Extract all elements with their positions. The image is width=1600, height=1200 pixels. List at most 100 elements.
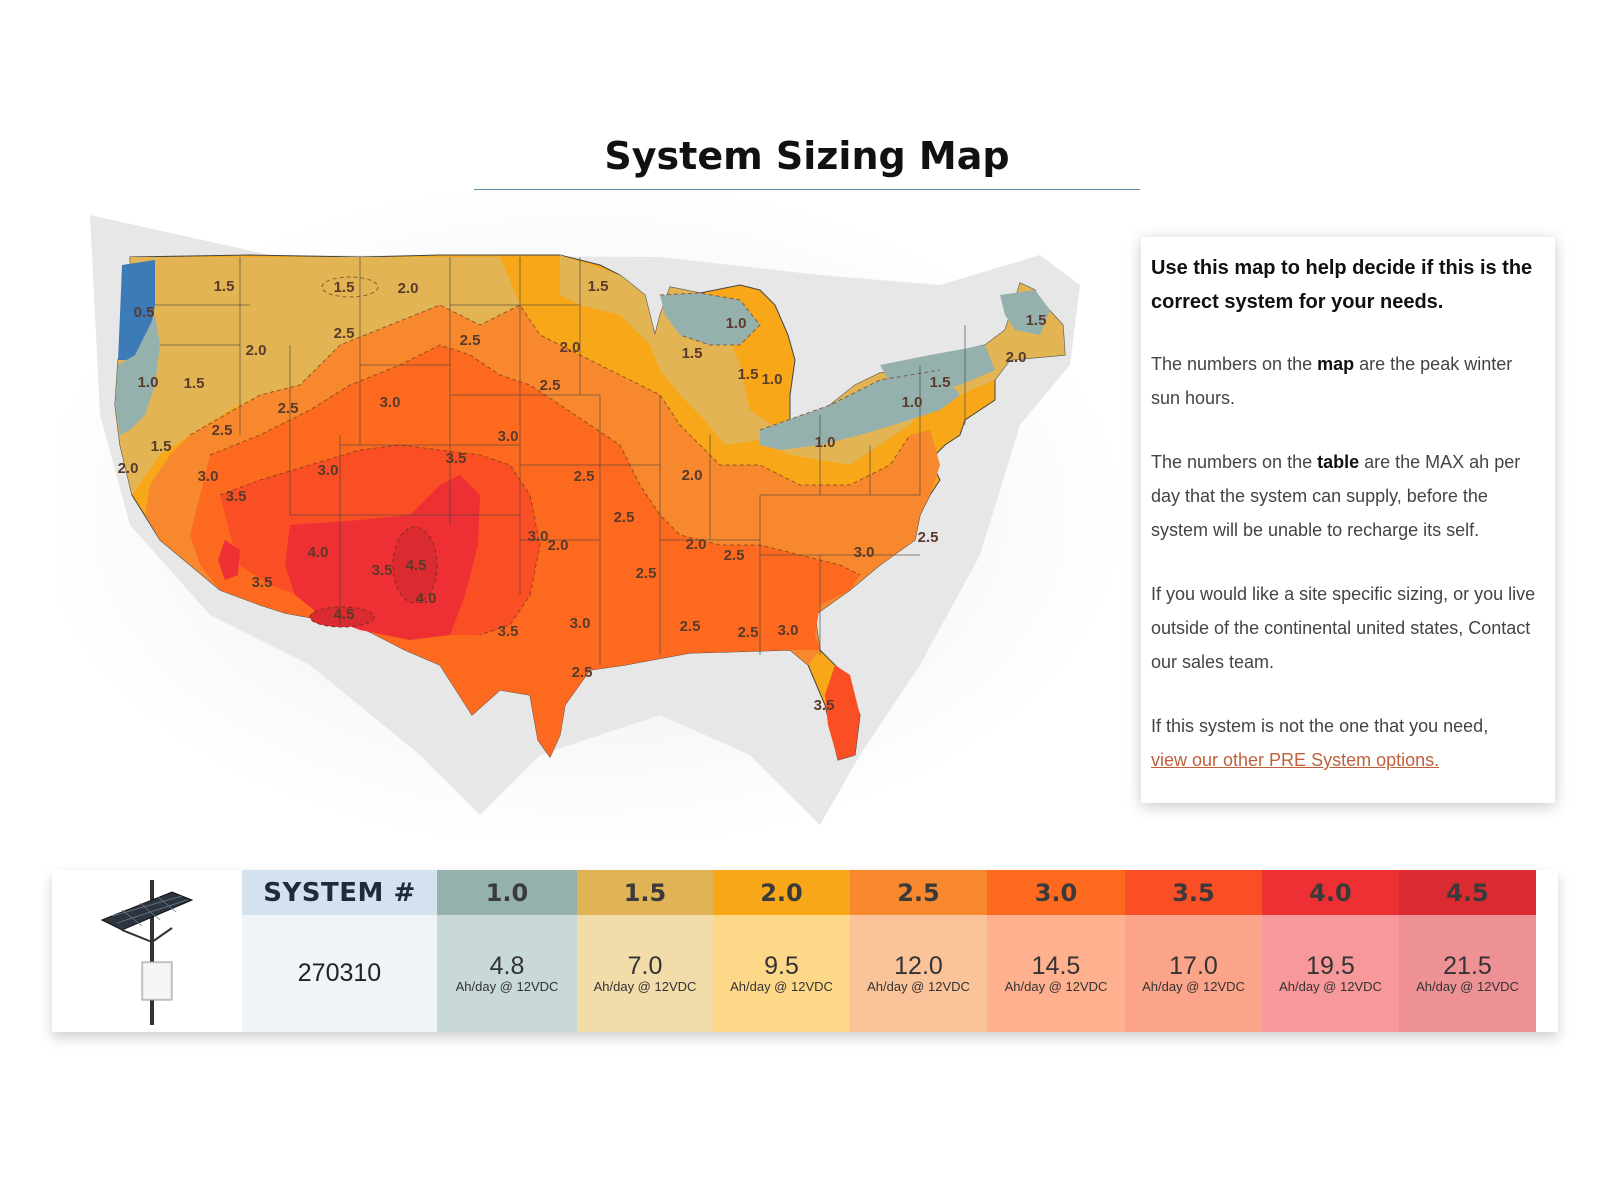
ah-value: 14.5 xyxy=(1031,951,1081,980)
map-sun-hours-label: 2.5 xyxy=(334,325,355,342)
map-sun-hours-label: 3.0 xyxy=(198,468,219,485)
zone-1.0-ny xyxy=(880,345,995,400)
info-heading: Use this map to help decide if this is t… xyxy=(1151,257,1533,313)
ah-unit: Ah/day @ 12VDC xyxy=(730,978,833,994)
ah-value: 4.8 xyxy=(489,951,525,980)
map-sun-hours-label: 2.5 xyxy=(918,529,939,546)
sun-hours-column: 1.5 7.0 Ah/day @ 12VDC xyxy=(577,870,713,1032)
other-systems-link[interactable]: view our other PRE System options. xyxy=(1151,750,1440,770)
sun-hours-header: 4.5 xyxy=(1399,870,1536,915)
page-title: System Sizing Map xyxy=(604,134,1010,178)
zone-4.0-ca xyxy=(218,540,240,580)
map-sun-hours-label: 2.5 xyxy=(724,547,745,564)
ah-unit: Ah/day @ 12VDC xyxy=(593,978,697,994)
map-sun-hours-label: 0.5 xyxy=(134,304,155,321)
ah-unit: Ah/day @ 12VDC xyxy=(1416,978,1519,994)
zone-4.5-az xyxy=(309,606,375,628)
ah-cell: 12.0 Ah/day @ 12VDC xyxy=(850,915,987,1032)
map-sun-hours-label: 2.5 xyxy=(574,468,595,485)
info-table-note-tail: are the MAX ah per day that the system c… xyxy=(1151,452,1521,540)
system-header: SYSTEM # xyxy=(242,870,437,915)
map-sun-hours-label: 1.5 xyxy=(151,438,172,455)
map-sun-hours-label: 2.5 xyxy=(738,624,759,641)
info-map-note-text: The numbers on the xyxy=(1151,354,1318,374)
sizing-table: SYSTEM # 270310 1.0 4.8 Ah/day @ 12VDC 1.5 7… xyxy=(52,870,1558,1032)
map-sun-hours-label: 3.5 xyxy=(498,623,519,640)
sun-hours-header: 3.5 xyxy=(1125,870,1262,915)
map-sun-hours-label: 2.0 xyxy=(560,339,581,356)
ah-value: 17.0 xyxy=(1169,951,1218,980)
sun-hours-map: 0.5 1.0 1.5 1.5 2.0 2.0 2.5 2.5 3.0 2.5 2.0 1.5 1.5 2… xyxy=(60,195,1120,835)
ah-value: 12.0 xyxy=(894,951,943,980)
sun-hours-header: 2.5 xyxy=(850,870,987,915)
sun-hours-column: 1.0 4.8 Ah/day @ 12VDC xyxy=(437,870,577,1032)
ah-unit: Ah/day @ 12VDC xyxy=(455,978,559,994)
zone-3.5-fl xyxy=(825,665,860,760)
ah-cell: 4.8 Ah/day @ 12VDC xyxy=(437,915,577,1032)
map-sun-hours-label: 1.5 xyxy=(738,366,759,383)
sun-hours-column: 2.0 9.5 Ah/day @ 12VDC xyxy=(713,870,850,1032)
ah-cell: 9.5 Ah/day @ 12VDC xyxy=(713,915,850,1032)
sun-hours-column: 4.5 21.5 Ah/day @ 12VDC xyxy=(1399,870,1536,1032)
sun-hours-header: 3.0 xyxy=(987,870,1125,915)
map-sun-hours-label: 2.0 xyxy=(1006,349,1027,366)
map-sun-hours-label: 3.0 xyxy=(498,428,519,445)
map-sun-hours-label: 3.0 xyxy=(380,394,401,411)
map-sun-hours-label: 3.0 xyxy=(778,622,799,639)
zone-contours xyxy=(189,276,941,636)
title-divider xyxy=(474,189,1140,190)
info-card: Use this map to help decide if this is t… xyxy=(1141,237,1555,803)
map-sun-hours-label: 3.5 xyxy=(814,697,835,714)
map-sun-hours-label: 2.5 xyxy=(460,332,481,349)
sun-hours-header: 4.0 xyxy=(1262,870,1399,915)
ah-cell: 7.0 Ah/day @ 12VDC xyxy=(577,915,713,1032)
map-sun-hours-label: 2.0 xyxy=(686,536,707,553)
info-table-note-bold: table xyxy=(1317,452,1360,472)
map-sun-hours-label: 2.0 xyxy=(548,537,569,554)
sun-hours-column: 2.5 12.0 Ah/day @ 12VDC xyxy=(850,870,987,1032)
map-sun-hours-label: 3.5 xyxy=(372,562,393,579)
map-sun-hours-label: 2.5 xyxy=(636,565,657,582)
ah-cell: 17.0 Ah/day @ 12VDC xyxy=(1125,915,1262,1032)
state-borders xyxy=(155,257,966,665)
map-sun-hours-label: 3.0 xyxy=(318,462,339,479)
ah-unit: Ah/day @ 12VDC xyxy=(1279,978,1382,994)
ah-value: 19.5 xyxy=(1306,951,1355,980)
map-sun-hours-label: 3.5 xyxy=(446,450,467,467)
sun-hours-header: 1.5 xyxy=(577,870,713,915)
info-map-note-tail: are the peak winter sun hours. xyxy=(1151,354,1513,408)
map-sun-hours-label: 4.0 xyxy=(308,544,329,561)
map-sun-hours-label: 1.0 xyxy=(726,315,747,332)
ah-cell: 14.5 Ah/day @ 12VDC xyxy=(987,915,1125,1032)
sizing-grid: SYSTEM # 270310 1.0 4.8 Ah/day @ 12VDC 1.5 7… xyxy=(242,870,1558,1032)
sun-hours-column: 3.0 14.5 Ah/day @ 12VDC xyxy=(987,870,1125,1032)
zone-1.0-lakes xyxy=(660,293,760,345)
map-sun-hours-label: 1.5 xyxy=(214,278,235,295)
ah-cell: 21.5 Ah/day @ 12VDC xyxy=(1399,915,1536,1032)
sun-hours-header: 2.0 xyxy=(713,870,850,915)
map-sun-hours-label: 2.5 xyxy=(572,664,593,681)
ah-unit: Ah/day @ 12VDC xyxy=(1004,978,1108,994)
map-sun-hours-label: 1.5 xyxy=(588,278,609,295)
system-column: SYSTEM # 270310 xyxy=(242,870,437,1032)
map-sun-hours-label: 1.5 xyxy=(930,374,951,391)
ah-value: 9.5 xyxy=(764,951,799,980)
map-sun-hours-label: 1.5 xyxy=(682,345,703,362)
info-table-note: The numbers on the table are the MAX ah … xyxy=(1151,445,1545,547)
info-table-note-text: The numbers on the xyxy=(1151,452,1318,472)
map-sun-hours-label: 2.5 xyxy=(540,377,561,394)
map-sun-hours-label: 3.5 xyxy=(226,488,247,505)
map-sun-hours-label: 4.0 xyxy=(416,590,437,607)
map-sun-hours-label: 4.5 xyxy=(334,606,355,623)
zone-4.5-nm xyxy=(392,526,438,604)
ah-value: 21.5 xyxy=(1443,951,1492,980)
info-map-note-bold: map xyxy=(1317,354,1355,374)
ah-cell: 19.5 Ah/day @ 12VDC xyxy=(1262,915,1399,1032)
system-number: 270310 xyxy=(297,959,382,987)
zone-1.0-nw xyxy=(115,315,160,435)
map-sun-hours-label: 1.5 xyxy=(184,375,205,392)
map-sun-hours-label: 1.0 xyxy=(138,374,159,391)
map-sun-hours-label: 1.5 xyxy=(334,279,355,296)
product-image xyxy=(52,870,242,1032)
map-sun-hours-label: 4.5 xyxy=(406,557,427,574)
